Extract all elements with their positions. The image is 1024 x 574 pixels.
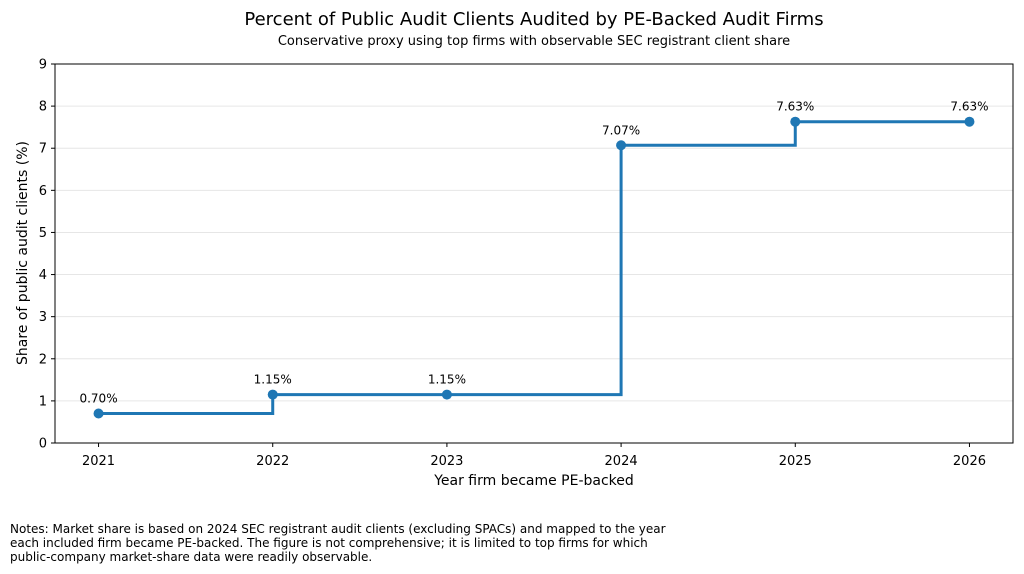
y-tick-label: 2 bbox=[39, 352, 47, 367]
chart-subtitle: Conservative proxy using top firms with … bbox=[278, 34, 790, 49]
y-axis-label: Share of public audit clients (%) bbox=[15, 141, 31, 365]
y-tick-label: 4 bbox=[39, 268, 47, 283]
x-tick-label: 2025 bbox=[779, 454, 812, 469]
y-tick-label: 1 bbox=[39, 394, 47, 409]
data-label: 0.70% bbox=[79, 392, 117, 406]
y-tick-label: 9 bbox=[39, 58, 47, 73]
data-label: 7.63% bbox=[950, 100, 988, 114]
data-point bbox=[441, 389, 452, 400]
series-line bbox=[98, 120, 970, 416]
data-point bbox=[93, 408, 104, 419]
data-point bbox=[616, 140, 627, 151]
data-label: 1.15% bbox=[428, 373, 466, 387]
x-tick-label: 2021 bbox=[82, 454, 115, 469]
x-tick-label: 2024 bbox=[605, 454, 638, 469]
y-tick-label: 5 bbox=[39, 226, 47, 241]
data-point bbox=[790, 116, 801, 127]
notes-line: each included firm became PE-backed. The… bbox=[10, 536, 648, 550]
chart-notes: Notes: Market share is based on 2024 SEC… bbox=[10, 522, 730, 564]
data-label: 7.07% bbox=[602, 123, 640, 137]
chart-title: Percent of Public Audit Clients Audited … bbox=[244, 9, 823, 30]
y-tick-label: 6 bbox=[39, 184, 47, 199]
x-tick-label: 2023 bbox=[430, 454, 463, 469]
plot-frame bbox=[54, 63, 1014, 444]
data-label: 1.15% bbox=[254, 373, 292, 387]
data-point bbox=[267, 389, 278, 400]
x-axis-label: Year firm became PE-backed bbox=[433, 473, 634, 489]
notes-line: public-company market-share data were re… bbox=[10, 550, 373, 564]
x-tick-label: 2026 bbox=[953, 454, 986, 469]
y-tick-label: 3 bbox=[39, 310, 47, 325]
y-tick-label: 0 bbox=[39, 437, 47, 452]
data-label: 7.63% bbox=[776, 100, 814, 114]
y-tick-label: 8 bbox=[39, 100, 47, 115]
notes-line: Notes: Market share is based on 2024 SEC… bbox=[10, 522, 666, 536]
y-tick-label: 7 bbox=[39, 142, 47, 157]
x-tick-label: 2022 bbox=[256, 454, 289, 469]
data-point bbox=[964, 116, 975, 127]
